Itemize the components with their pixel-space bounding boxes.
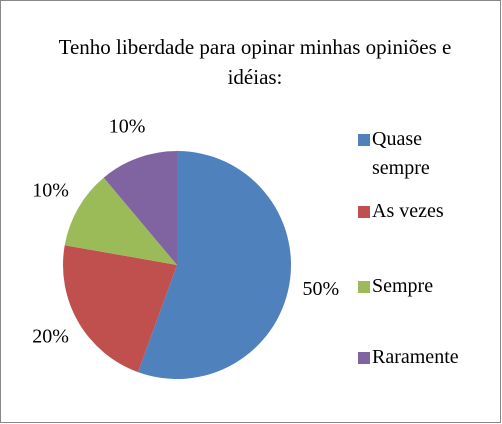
legend-box: Sempre (372, 275, 434, 297)
legend-label: Quase sempre (372, 128, 430, 179)
pie-slice (62, 245, 177, 373)
legend-box: Raramente (372, 346, 459, 368)
legend-box: As vezes (372, 200, 444, 222)
legend-label: Sempre (372, 275, 434, 297)
legend-box: Quase sempre (372, 128, 430, 179)
pie-slice (103, 151, 177, 265)
data-label: 50% (302, 278, 339, 300)
legend-label: As vezes (372, 200, 444, 222)
legend-swatch (358, 134, 370, 146)
pie-slice (138, 151, 291, 379)
legend-label: Raramente (372, 346, 459, 368)
pie-slice (64, 177, 177, 265)
data-label: 20% (32, 326, 69, 348)
data-label: 10% (109, 115, 146, 137)
legend-swatch (358, 281, 370, 293)
legend-swatch (358, 206, 370, 218)
chart-title: Tenho liberdade para opinar minhas opini… (58, 35, 452, 89)
data-label: 10% (32, 180, 69, 202)
title-box: Tenho liberdade para opinar minhas opini… (58, 35, 452, 89)
legend-swatch (358, 352, 370, 364)
